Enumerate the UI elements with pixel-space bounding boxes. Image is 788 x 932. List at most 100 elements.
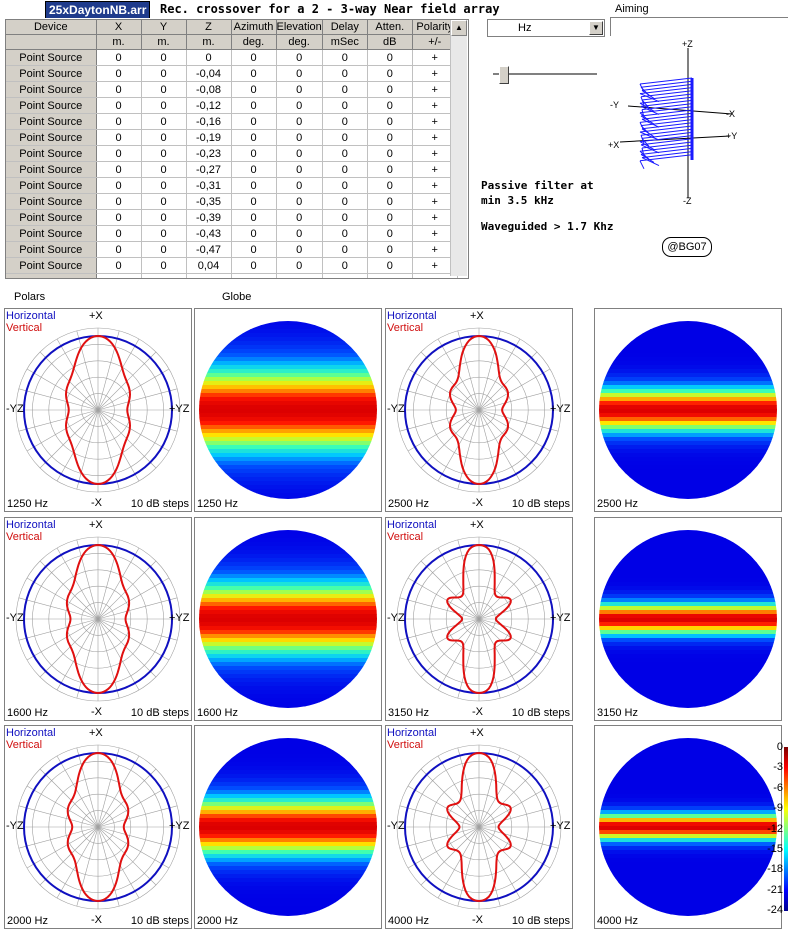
- table-cell[interactable]: 0: [322, 145, 368, 162]
- table-cell[interactable]: Point Source: [6, 161, 97, 178]
- table-cell[interactable]: 0: [322, 129, 368, 146]
- table-row[interactable]: Point Source 0 0 -0,43 0 0 0 0 +: [6, 225, 458, 242]
- table-cell[interactable]: 0: [276, 145, 323, 162]
- table-cell[interactable]: -0,31: [186, 177, 232, 194]
- table-cell[interactable]: 0: [367, 145, 413, 162]
- table-cell[interactable]: 0: [367, 113, 413, 130]
- table-cell[interactable]: 0: [141, 209, 187, 226]
- table-cell[interactable]: 0: [231, 193, 277, 210]
- table-cell[interactable]: 0: [367, 129, 413, 146]
- table-cell[interactable]: Point Source: [6, 241, 97, 258]
- table-cell[interactable]: 0: [96, 225, 142, 242]
- table-cell[interactable]: 0: [231, 177, 277, 194]
- table-cell[interactable]: -0,23: [186, 145, 232, 162]
- column-header-0[interactable]: Device: [6, 20, 97, 35]
- table-cell[interactable]: Point Source: [6, 225, 97, 242]
- table-cell[interactable]: 0: [276, 97, 323, 114]
- table-cell[interactable]: 0: [276, 113, 323, 130]
- table-cell[interactable]: 0: [231, 49, 277, 66]
- table-cell[interactable]: 0: [231, 225, 277, 242]
- table-row[interactable]: Point Source 0 0 -0,31 0 0 0 0 +: [6, 177, 458, 194]
- table-row[interactable]: Point Source 0 0 -0,19 0 0 0 0 +: [6, 129, 458, 146]
- table-cell[interactable]: 0: [367, 257, 413, 274]
- table-cell[interactable]: 0: [141, 113, 187, 130]
- table-cell[interactable]: 0: [276, 241, 323, 258]
- table-cell[interactable]: -0,04: [186, 65, 232, 82]
- table-cell[interactable]: -0,19: [186, 129, 232, 146]
- polar-plot[interactable]: Horizontal Vertical +X -X -YZ +YZ 2000 Hz 10 dB…: [4, 725, 192, 929]
- table-cell[interactable]: Point Source: [6, 177, 97, 194]
- table-cell[interactable]: 0: [186, 49, 232, 66]
- column-header-8[interactable]: Polarity: [412, 20, 458, 35]
- table-cell[interactable]: 0: [231, 113, 277, 130]
- column-header-2[interactable]: Y: [141, 20, 187, 35]
- table-cell[interactable]: 0: [141, 145, 187, 162]
- table-cell[interactable]: 0: [322, 209, 368, 226]
- table-cell[interactable]: 0: [276, 49, 323, 66]
- table-cell[interactable]: 0: [276, 129, 323, 146]
- column-header-7[interactable]: Atten.: [367, 20, 413, 35]
- table-cell[interactable]: 0: [322, 97, 368, 114]
- table-cell[interactable]: 0: [367, 81, 413, 98]
- table-row[interactable]: Point Source 0 0 -0,04 0 0 0 0 +: [6, 65, 458, 82]
- table-cell[interactable]: 0: [96, 177, 142, 194]
- table-cell[interactable]: 0: [276, 81, 323, 98]
- table-cell[interactable]: 0: [367, 49, 413, 66]
- table-cell[interactable]: 0: [96, 113, 142, 130]
- table-cell[interactable]: 0: [231, 65, 277, 82]
- column-header-6[interactable]: Delay: [322, 20, 368, 35]
- table-cell[interactable]: 0: [231, 241, 277, 258]
- table-cell[interactable]: 0: [367, 193, 413, 210]
- table-cell[interactable]: 0: [367, 241, 413, 258]
- table-cell[interactable]: Point Source: [6, 145, 97, 162]
- globe-plot[interactable]: 4000 Hz: [594, 725, 782, 929]
- table-cell[interactable]: -0,43: [186, 225, 232, 242]
- table-cell[interactable]: -0,47: [186, 241, 232, 258]
- table-cell[interactable]: 0: [141, 193, 187, 210]
- polar-plot[interactable]: Horizontal Vertical +X -X -YZ +YZ 3150 Hz 10 dB…: [385, 517, 573, 721]
- column-header-1[interactable]: X: [96, 20, 142, 35]
- table-cell[interactable]: 0: [141, 257, 187, 274]
- table-cell[interactable]: 0: [322, 257, 368, 274]
- table-cell[interactable]: 0: [276, 161, 323, 178]
- table-cell[interactable]: 0: [96, 49, 142, 66]
- table-cell[interactable]: 0: [367, 225, 413, 242]
- table-cell[interactable]: Point Source: [6, 257, 97, 274]
- table-cell[interactable]: 0: [322, 177, 368, 194]
- scroll-up-arrow-icon[interactable]: ▲: [451, 20, 467, 36]
- table-cell[interactable]: -0,39: [186, 209, 232, 226]
- table-cell[interactable]: 0: [367, 177, 413, 194]
- table-cell[interactable]: 0: [276, 193, 323, 210]
- table-cell[interactable]: 0: [141, 81, 187, 98]
- aiming-3d-view[interactable]: +Z -Y -X +X +Y -Z: [600, 38, 760, 210]
- table-cell[interactable]: Point Source: [6, 81, 97, 98]
- table-cell[interactable]: 0: [322, 49, 368, 66]
- table-cell[interactable]: -0,12: [186, 97, 232, 114]
- table-cell[interactable]: 0: [276, 225, 323, 242]
- table-cell[interactable]: 0: [276, 177, 323, 194]
- table-cell[interactable]: Point Source: [6, 97, 97, 114]
- table-row[interactable]: Point Source 0 0 -0,35 0 0 0 0 +: [6, 193, 458, 210]
- table-cell[interactable]: 0: [96, 209, 142, 226]
- table-cell[interactable]: 0: [141, 65, 187, 82]
- table-cell[interactable]: Point Source: [6, 65, 97, 82]
- table-cell[interactable]: Point Source: [6, 129, 97, 146]
- dropdown-arrow-icon[interactable]: ▼: [589, 21, 603, 35]
- table-cell[interactable]: 0: [231, 209, 277, 226]
- globe-plot[interactable]: 1250 Hz: [194, 308, 382, 512]
- column-header-3[interactable]: Z: [186, 20, 232, 35]
- table-cell[interactable]: 0: [141, 241, 187, 258]
- table-cell[interactable]: 0: [367, 65, 413, 82]
- table-cell[interactable]: 0: [276, 209, 323, 226]
- column-header-4[interactable]: Azimuth: [231, 20, 277, 35]
- table-cell[interactable]: 0: [322, 225, 368, 242]
- polar-plot[interactable]: Horizontal Vertical +X -X -YZ +YZ 1600 Hz 10 dB…: [4, 517, 192, 721]
- table-cell[interactable]: 0: [322, 161, 368, 178]
- table-row[interactable]: Point Source 0 0 -0,47 0 0 0 0 +: [6, 241, 458, 258]
- table-row[interactable]: Point Source 0 0 0,04 0 0 0 0 +: [6, 257, 458, 274]
- table-cell[interactable]: 0: [276, 257, 323, 274]
- table-row[interactable]: Point Source 0 0 -0,39 0 0 0 0 +: [6, 209, 458, 226]
- table-cell[interactable]: Point Source: [6, 113, 97, 130]
- globe-plot[interactable]: 3150 Hz: [594, 517, 782, 721]
- globe-plot[interactable]: 1600 Hz: [194, 517, 382, 721]
